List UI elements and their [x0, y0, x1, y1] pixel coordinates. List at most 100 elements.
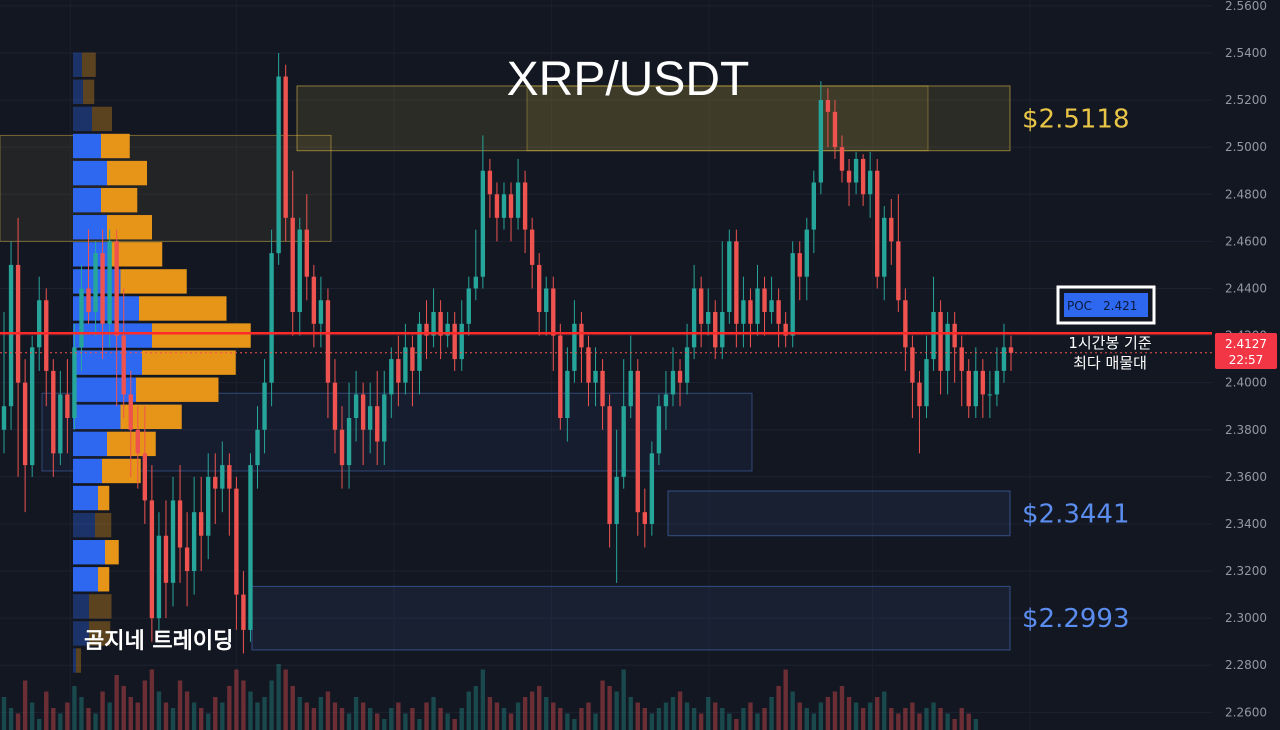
- vp-buy: [73, 187, 101, 213]
- vp-buy: [73, 160, 107, 186]
- candle-body: [903, 300, 908, 348]
- candle-body: [966, 370, 971, 407]
- vp-buy: [73, 512, 95, 538]
- candle-body: [93, 253, 98, 313]
- candle-body: [100, 253, 105, 324]
- volume-bar: [973, 719, 978, 730]
- volume-bar: [600, 680, 605, 730]
- volume-bar: [403, 713, 408, 730]
- volume-bar: [417, 719, 422, 730]
- volume-bar: [15, 713, 21, 730]
- y-axis[interactable]: 2.5600 2.5400 2.5200 2.5000 2.4800 2.4600 2.44…: [1225, 0, 1267, 719]
- volume-bar: [684, 702, 690, 730]
- candle-body: [706, 312, 711, 324]
- volume-bar: [593, 713, 598, 730]
- volume-bar: [163, 702, 169, 730]
- candle-body: [220, 465, 225, 489]
- volume-bar: [424, 702, 429, 730]
- vp-sell: [107, 431, 156, 457]
- volume-bar: [860, 708, 866, 730]
- vp-sell: [92, 106, 112, 132]
- candle-body: [748, 300, 753, 324]
- volume-bar: [896, 713, 901, 730]
- candle-body: [973, 370, 978, 407]
- volume-bar: [720, 708, 725, 730]
- volume-bar: [58, 713, 63, 730]
- candle-body: [452, 323, 457, 360]
- y-tick-label: 2.4600: [1225, 234, 1267, 248]
- zone-resistance-prior: [0, 134, 332, 242]
- volume-bar: [508, 713, 514, 730]
- volume-bar: [198, 708, 204, 730]
- volume-bar: [269, 680, 274, 730]
- candle-body: [367, 406, 373, 430]
- volume-bar: [769, 697, 774, 730]
- poc-label: POC: [1067, 299, 1092, 313]
- volume-bar: [149, 669, 155, 730]
- volume-bar: [396, 702, 401, 730]
- candle-body: [945, 323, 950, 371]
- candle-body: [607, 406, 612, 524]
- candle-body: [473, 276, 478, 289]
- volume-bar: [79, 697, 84, 730]
- candle-body: [811, 182, 817, 230]
- candle-body: [480, 170, 486, 277]
- candle-body: [396, 359, 401, 383]
- candle-body: [276, 76, 281, 254]
- poc-lines: [0, 331, 1212, 354]
- poc-value: 2.421: [1103, 299, 1137, 313]
- candle-body: [882, 217, 887, 277]
- candle-body: [515, 182, 521, 218]
- candle-body: [44, 300, 49, 371]
- y-tick-label: 2.4400: [1225, 281, 1267, 295]
- volume-bar: [501, 708, 507, 730]
- volume-bar: [931, 702, 936, 730]
- candle-body: [586, 347, 591, 383]
- candle-body: [198, 512, 204, 536]
- volume-bar: [544, 697, 549, 730]
- candle-body: [135, 429, 140, 454]
- volume-bar: [325, 691, 331, 730]
- candle-body: [832, 111, 838, 148]
- volume-bar: [29, 702, 35, 730]
- volume-bar: [579, 708, 584, 730]
- candle-body: [677, 370, 683, 383]
- volume-bar: [713, 702, 718, 730]
- volume-bar: [480, 669, 486, 730]
- volume-bar: [867, 702, 873, 730]
- vp-buy: [73, 377, 136, 402]
- volume-bar: [706, 697, 711, 730]
- volume-bar: [44, 691, 49, 730]
- volume-bar: [621, 669, 626, 730]
- candle-body: [15, 264, 21, 383]
- candle-body: [191, 512, 197, 572]
- vp-sell: [101, 133, 130, 159]
- watermark: 곰지네 트레이딩: [84, 629, 233, 654]
- candle-body: [691, 288, 697, 348]
- candle-body: [487, 170, 493, 195]
- volume-bar: [875, 697, 880, 730]
- volume-bar: [37, 719, 42, 730]
- volume-bar: [938, 708, 943, 730]
- candle-body: [431, 312, 436, 336]
- candle-body: [1008, 347, 1014, 353]
- candle-body: [170, 500, 176, 583]
- vp-buy: [73, 242, 111, 267]
- vp-sell: [98, 485, 110, 511]
- candle-body: [860, 158, 866, 195]
- candle-body: [867, 170, 873, 195]
- vp-sell: [139, 296, 227, 321]
- candle-body: [283, 76, 288, 218]
- volume-bar: [882, 691, 887, 730]
- vp-sell: [142, 350, 236, 375]
- candle-body: [304, 229, 309, 277]
- volume-bar: [945, 713, 950, 730]
- candle-body: [818, 100, 824, 183]
- candle-body: [804, 229, 809, 277]
- candle-body: [22, 382, 28, 466]
- volume-bar: [466, 691, 471, 730]
- volume-bar: [748, 702, 753, 730]
- volume-bar: [910, 702, 915, 730]
- candle-body: [910, 347, 915, 383]
